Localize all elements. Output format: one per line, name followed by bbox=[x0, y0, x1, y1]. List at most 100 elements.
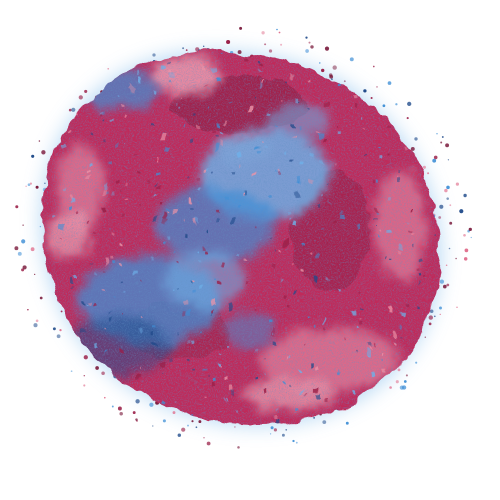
speckle bbox=[433, 315, 436, 318]
texture-dot bbox=[245, 257, 248, 259]
texture-dot bbox=[340, 211, 344, 217]
texture-dot bbox=[187, 176, 191, 180]
texture-dot bbox=[321, 400, 326, 404]
texture-dot bbox=[307, 391, 309, 394]
texture-dot bbox=[285, 239, 289, 245]
texture-dot bbox=[108, 425, 111, 428]
texture-dot bbox=[425, 97, 429, 100]
texture-dot bbox=[406, 229, 410, 232]
texture-dot bbox=[401, 418, 406, 425]
texture-dot bbox=[254, 306, 258, 309]
texture-dot bbox=[225, 375, 228, 379]
texture-dot bbox=[223, 343, 226, 346]
texture-dot bbox=[302, 244, 306, 249]
texture-dot bbox=[434, 144, 436, 147]
texture-dot bbox=[140, 284, 142, 287]
speckle bbox=[449, 204, 452, 207]
speckle bbox=[25, 185, 27, 188]
speckle bbox=[446, 283, 450, 287]
texture-dot bbox=[275, 413, 277, 415]
texture-dot bbox=[105, 326, 107, 328]
texture-dot bbox=[384, 258, 387, 262]
texture-dot bbox=[243, 193, 246, 196]
speckle bbox=[261, 31, 265, 35]
speckle bbox=[470, 236, 472, 239]
texture-dot bbox=[374, 206, 378, 211]
texture-dot bbox=[70, 286, 74, 290]
texture-dot bbox=[167, 212, 169, 215]
speckle bbox=[119, 412, 123, 416]
texture-dot bbox=[388, 197, 393, 202]
texture-dot bbox=[253, 94, 255, 96]
texture-dot bbox=[105, 391, 110, 395]
texture-dot bbox=[55, 398, 57, 400]
texture-dot bbox=[313, 388, 318, 394]
texture-dot bbox=[67, 102, 72, 106]
texture-dot bbox=[216, 122, 220, 127]
speckle bbox=[441, 136, 444, 138]
texture-dot bbox=[166, 145, 171, 151]
texture-dot bbox=[213, 78, 217, 84]
texture-dot bbox=[282, 98, 284, 100]
texture-dot bbox=[126, 142, 128, 145]
texture-dot bbox=[369, 346, 372, 349]
texture-dot bbox=[84, 169, 88, 172]
texture-dot bbox=[103, 269, 107, 272]
texture-dot bbox=[425, 72, 428, 76]
speckle bbox=[54, 148, 56, 150]
texture-dot bbox=[319, 204, 323, 209]
texture-dot bbox=[398, 249, 401, 253]
texture-dot bbox=[121, 108, 123, 111]
texture-dot bbox=[120, 214, 124, 218]
texture-dot bbox=[209, 107, 212, 110]
texture-dot bbox=[149, 331, 152, 335]
speckle bbox=[237, 446, 240, 449]
texture-dot bbox=[91, 130, 94, 133]
texture-dot bbox=[172, 75, 177, 81]
speckle bbox=[185, 49, 188, 51]
texture-dot bbox=[317, 130, 320, 133]
texture-dot bbox=[389, 260, 392, 262]
texture-dot bbox=[416, 414, 419, 417]
texture-dot bbox=[423, 396, 428, 402]
texture-dot bbox=[378, 395, 382, 399]
texture-dot bbox=[95, 274, 98, 277]
texture-dot bbox=[275, 246, 278, 250]
speckle bbox=[324, 46, 330, 51]
texture-dot bbox=[422, 277, 424, 279]
speckle bbox=[389, 386, 392, 389]
texture-dot bbox=[102, 182, 106, 188]
texture-dot bbox=[303, 271, 307, 275]
speckle bbox=[464, 248, 469, 253]
speckle bbox=[191, 420, 194, 423]
texture-dot bbox=[348, 108, 351, 110]
speckle bbox=[30, 247, 35, 252]
texture-dot bbox=[96, 346, 99, 348]
texture-dot bbox=[378, 385, 381, 389]
speckle bbox=[264, 43, 267, 46]
texture-dot bbox=[220, 143, 224, 149]
texture-dot bbox=[353, 75, 357, 81]
speckle bbox=[463, 257, 468, 261]
texture-dot bbox=[229, 168, 233, 171]
texture-dot bbox=[304, 316, 306, 319]
texture-dot bbox=[322, 139, 326, 143]
texture-dot bbox=[264, 358, 266, 360]
speckle bbox=[172, 411, 176, 415]
texture-dot bbox=[194, 219, 199, 223]
texture-dot bbox=[112, 261, 116, 266]
texture-dot bbox=[85, 83, 90, 90]
texture-dot bbox=[410, 209, 413, 213]
texture-dot bbox=[52, 421, 56, 424]
speckle bbox=[295, 441, 298, 444]
texture-dot bbox=[188, 280, 191, 283]
texture-dot bbox=[198, 250, 201, 252]
texture-dot bbox=[203, 168, 207, 172]
texture-dot bbox=[206, 374, 208, 377]
texture-dot bbox=[419, 256, 423, 262]
texture-dot bbox=[354, 102, 358, 107]
texture-dot bbox=[90, 85, 95, 88]
speckle bbox=[406, 117, 409, 120]
speckle bbox=[446, 197, 449, 200]
texture-dot bbox=[364, 197, 367, 200]
